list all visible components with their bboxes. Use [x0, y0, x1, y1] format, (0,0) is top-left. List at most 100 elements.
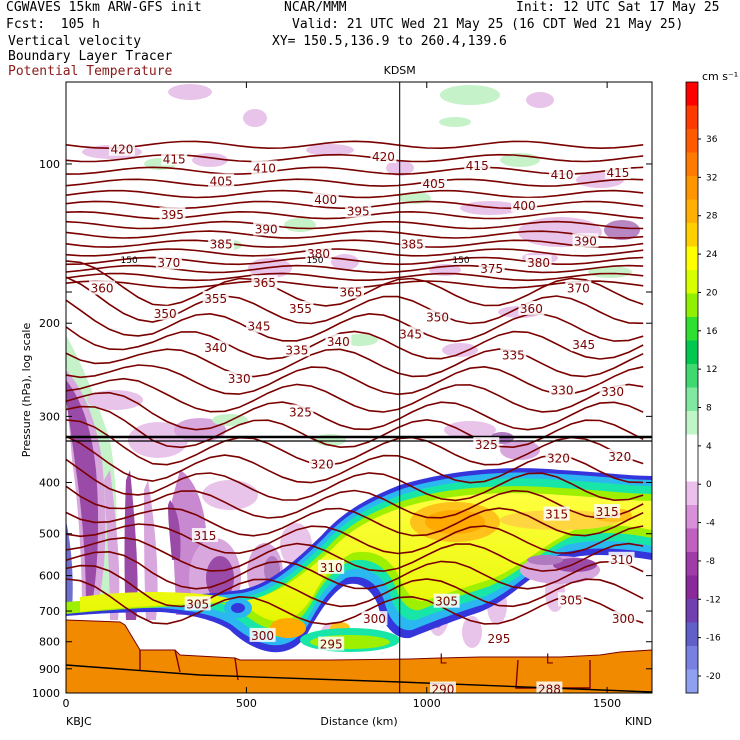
theta-label: 355 — [204, 292, 227, 306]
theta-contour — [66, 140, 644, 150]
theta-label-bg — [464, 158, 491, 173]
theta-label-bg — [549, 382, 576, 397]
y-tick-label: 700 — [39, 605, 60, 618]
colorbar-swatch — [686, 340, 698, 365]
theta-label-bg — [312, 192, 339, 207]
theta-label: 290 — [432, 683, 455, 697]
theta-label-bg — [572, 233, 599, 248]
theta-contour — [66, 272, 644, 282]
theta-label-bg — [570, 337, 597, 352]
theta-label: 345 — [248, 320, 271, 334]
theta-label-bg — [558, 592, 585, 607]
colorbar-label: 12 — [706, 365, 717, 375]
theta-label: 315 — [596, 505, 619, 519]
x-tick-label: 1500 — [593, 697, 621, 710]
theta-label-bg — [420, 175, 447, 190]
theta-label-bg — [208, 236, 235, 251]
theta-label: 305 — [435, 595, 458, 609]
theta-label-bg — [433, 593, 460, 608]
theta-label-bg — [283, 342, 310, 357]
theta-label: 330 — [228, 372, 251, 386]
field-boundary-layer-tracer: Boundary Layer Tracer — [8, 49, 173, 64]
theta-label: 305 — [186, 597, 209, 611]
theta-label: 330 — [601, 385, 624, 399]
theta-label: 380 — [307, 247, 330, 261]
tropopause-label: 150 — [121, 256, 138, 266]
theta-label-bg — [610, 611, 637, 626]
theta-label-bg — [565, 280, 592, 295]
theta-label-bg — [152, 305, 179, 320]
colorbar-swatch — [686, 669, 698, 694]
colorbar-label: -12 — [706, 595, 721, 605]
theta-label: 345 — [399, 327, 422, 341]
theta-label: 410 — [551, 168, 574, 182]
tropopause-labels: 150 150 150 — [121, 256, 470, 266]
theta-label-bg — [318, 636, 345, 651]
theta-label-bg — [473, 437, 500, 452]
theta-label-bg — [318, 559, 345, 574]
theta-label-bg — [202, 291, 229, 306]
theta-contour — [66, 260, 644, 307]
colorbar-label: -20 — [706, 672, 721, 682]
colorbar-swatch — [686, 387, 698, 412]
theta-label: 340 — [327, 335, 350, 349]
colorbar-label: 20 — [706, 288, 718, 298]
colorbar-swatch — [686, 434, 698, 459]
theta-label-bg — [370, 148, 397, 163]
colorbar-unit: cm s⁻¹ — [702, 70, 738, 83]
colorbar-frame — [685, 81, 699, 694]
theta-label: 320 — [608, 450, 631, 464]
theta-label-bg — [208, 173, 235, 188]
y-tick-label: 1000 — [32, 687, 60, 700]
x-right-station: KIND — [625, 715, 652, 728]
colorbar-swatch — [686, 246, 698, 271]
y-tick-label: 200 — [39, 317, 60, 330]
colorbar-label: 36 — [706, 135, 718, 145]
theta-label: 320 — [547, 451, 570, 465]
y-axis-ticks: 100 200 300 400 500 600 700 800 900 1000 — [32, 158, 652, 700]
theta-contour — [66, 348, 644, 378]
theta-label-bg — [305, 246, 332, 261]
theta-label-bg — [608, 551, 635, 566]
theta-label-bg — [361, 611, 388, 626]
theta-contour — [66, 405, 644, 449]
theta-label: 400 — [513, 199, 536, 213]
theta-label-bg — [429, 681, 456, 693]
theta-label: 300 — [251, 629, 274, 643]
theta-label-bg — [253, 221, 280, 236]
theta-label: 365 — [340, 286, 363, 300]
y-tick-label: 600 — [39, 570, 60, 583]
theta-label-bg — [251, 160, 278, 175]
colorbar-swatch — [686, 411, 698, 435]
low-marker: L — [546, 652, 554, 667]
colorbar-swatch — [686, 364, 698, 388]
theta-contour — [66, 326, 644, 360]
theta-label: 410 — [253, 162, 276, 176]
theta-contour — [66, 364, 644, 396]
theta-contour — [66, 220, 644, 230]
theta-label-bg — [485, 630, 512, 645]
theta-label-bg — [345, 203, 372, 218]
colorbar-swatch — [686, 481, 698, 506]
theta-label: 310 — [610, 553, 633, 567]
colorbar-label: -4 — [706, 519, 715, 529]
theta-label-bg — [191, 528, 218, 543]
theta-label: 330 — [551, 383, 574, 397]
theta-label-bg — [184, 596, 211, 611]
theta-label: 370 — [567, 282, 590, 296]
theta-contour — [66, 166, 644, 176]
theta-label-bg — [159, 207, 186, 222]
theta-label: 295 — [487, 632, 510, 646]
theta-label: 395 — [161, 208, 184, 222]
theta-label-bg — [424, 309, 451, 324]
colorbar-label: 24 — [706, 250, 718, 260]
theta-contour — [66, 564, 644, 608]
theta-label-bg — [202, 340, 229, 355]
theta-label: 360 — [520, 302, 543, 316]
terrain — [66, 619, 652, 693]
theta-contour — [66, 578, 644, 626]
theta-label-bg — [606, 448, 633, 463]
theta-label: 300 — [612, 612, 635, 626]
